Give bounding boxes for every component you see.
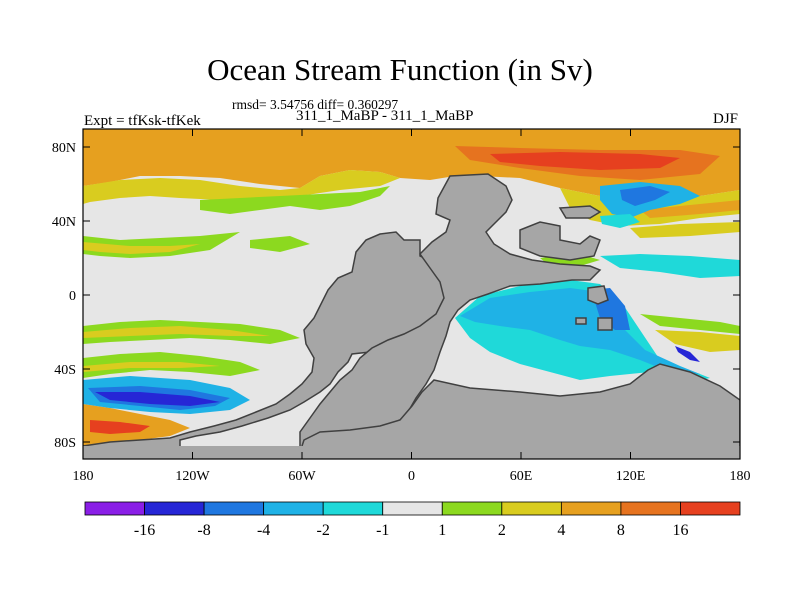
east-green-south (640, 314, 740, 334)
colorbar-box (203, 501, 265, 516)
colorbar-box (501, 501, 562, 516)
lon-tick-label: 120W (175, 469, 210, 484)
season-label: DJF (713, 111, 739, 127)
colorbar-label: -8 (197, 522, 210, 539)
lat-tick-label: 80S (54, 436, 76, 451)
colorbar-label: -4 (257, 522, 270, 539)
latitude-axis: 80N 40N 0 40S 80S (52, 141, 740, 451)
colorbar-label: 8 (617, 522, 625, 539)
colorbar: -16 -8 -4 -2 -1 1 2 4 8 16 (84, 501, 741, 539)
colorbar-box (84, 501, 145, 516)
lat-tick-label: 0 (69, 289, 76, 304)
lon-tick-label: 60W (288, 469, 316, 484)
antarctica-land (298, 363, 740, 453)
colorbar-label: 4 (557, 522, 565, 539)
south-yellow (83, 362, 220, 372)
japan-land (558, 205, 602, 219)
east-cyan-equator (600, 254, 740, 278)
colorbar-label: -1 (376, 522, 389, 539)
colorbar-label: 1 (438, 522, 446, 539)
colorbar-label: -2 (317, 522, 330, 539)
lon-tick-label: 180 (73, 469, 94, 484)
colorbar-label: 16 (672, 522, 688, 539)
experiment-label: Expt = tfKsk-tfKek (84, 113, 201, 129)
longitude-axis: 180 120W 60W 0 60E 120E 180 (73, 129, 751, 484)
north-green-small (250, 236, 310, 252)
lon-tick-label: 180 (730, 469, 751, 484)
colorbar-box (322, 501, 384, 516)
island-land-2 (597, 317, 613, 331)
lat-tick-label: 80N (52, 141, 76, 156)
south-red-cell (90, 420, 150, 434)
lat-tick-label: 40N (52, 215, 76, 230)
west-yellow-band (83, 242, 200, 254)
island-land-3 (575, 317, 587, 325)
asia-east-land (519, 221, 601, 261)
indian-darkblue-streak (675, 346, 700, 362)
indian-blue-region (460, 288, 700, 374)
east-cyan (600, 214, 640, 228)
north-band-yellow (83, 170, 400, 204)
lon-tick-label: 60E (510, 469, 533, 484)
stats-text: rmsd= 3.54756 diff= 0.360297 (232, 97, 399, 112)
east-yellow-south (655, 330, 740, 352)
lat-tick-label: 40S (54, 363, 76, 378)
colorbar-box (144, 501, 205, 516)
north-band-red (490, 152, 680, 170)
east-north-orange-lower (640, 200, 740, 218)
north-band-green (200, 186, 390, 214)
east-blue-core (620, 186, 670, 206)
plot-subtitle: 311_1_MaBP - 311_1_MaBP (296, 108, 474, 124)
colorbar-box (263, 501, 324, 516)
colorbar-box (441, 501, 503, 516)
colorbar-label: -16 (134, 522, 155, 539)
colorbar-label: 2 (498, 522, 506, 539)
map-field (83, 129, 740, 459)
south-darkblue-core (95, 392, 220, 406)
east-yellow-42 (630, 222, 740, 238)
plot-title: Ocean Stream Function (in Sv) (207, 52, 593, 87)
colorbar-box (382, 501, 443, 516)
colorbar-box (620, 501, 681, 516)
lon-tick-label: 0 (408, 469, 415, 484)
lon-tick-label: 120E (616, 469, 646, 484)
colorbar-box (560, 501, 622, 516)
north-band-orange (83, 129, 740, 200)
colorbar-box (680, 501, 741, 516)
island-land-1 (587, 285, 609, 305)
mid-yellow-band (83, 326, 270, 338)
